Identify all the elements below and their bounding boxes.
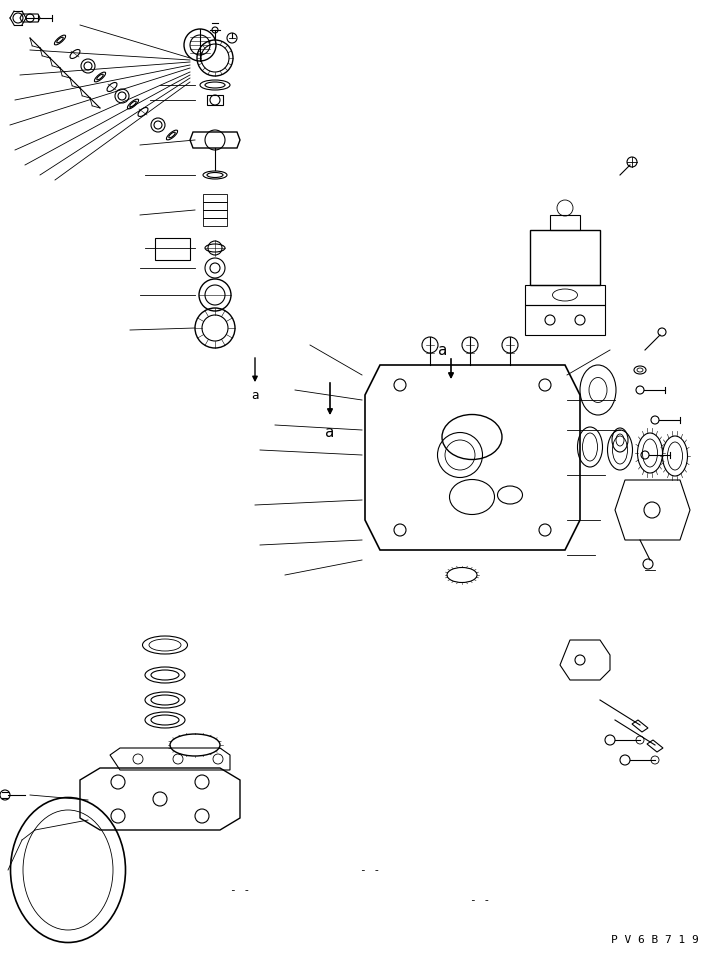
Text: - -: - - bbox=[230, 885, 250, 895]
Bar bbox=[207, 95, 223, 105]
Text: - -: - - bbox=[470, 895, 490, 905]
Bar bbox=[155, 238, 190, 260]
Text: a: a bbox=[252, 389, 259, 401]
Bar bbox=[203, 210, 227, 218]
Bar bbox=[203, 202, 227, 210]
Bar bbox=[525, 285, 605, 305]
Text: P V 6 B 7 1 9: P V 6 B 7 1 9 bbox=[611, 935, 699, 945]
Bar bbox=[203, 194, 227, 202]
Text: a: a bbox=[438, 343, 448, 357]
Text: a: a bbox=[326, 424, 334, 440]
Bar bbox=[530, 230, 600, 285]
Text: - -: - - bbox=[360, 865, 380, 875]
Bar bbox=[550, 215, 580, 230]
Bar bbox=[203, 218, 227, 226]
